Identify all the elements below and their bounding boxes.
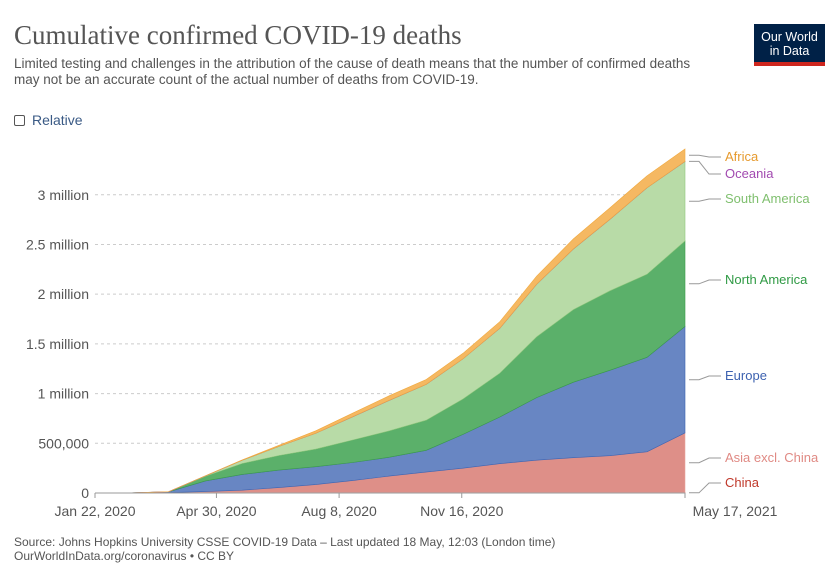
x-tick-label: Aug 8, 2020 [301, 503, 377, 519]
area-africa [94, 148, 686, 494]
legend: China Asia excl. China Europe North America… [689, 149, 819, 494]
legend-connector [689, 375, 721, 381]
legend-label: Europe [725, 368, 767, 383]
legend-label: North America [725, 272, 808, 287]
y-tick-label: 1.5 million [26, 336, 89, 352]
legend-label: Oceania [725, 166, 774, 181]
relative-label: Relative [32, 112, 83, 128]
y-tick-label: 2.5 million [26, 236, 89, 252]
footer: Source: Johns Hopkins University CSSE CO… [14, 535, 555, 563]
legend-label: South America [725, 191, 810, 206]
logo-line-1: Our World [761, 30, 818, 44]
x-tick-label: Nov 16, 2020 [420, 503, 503, 519]
source-url[interactable]: OurWorldInData.org/coronavirus • CC BY [14, 549, 235, 563]
y-tick-label: 500,000 [38, 435, 89, 451]
owid-logo[interactable]: Our World in Data [754, 24, 825, 66]
area-series [94, 148, 686, 494]
x-tick-label: Apr 30, 2020 [176, 503, 256, 519]
y-tick-label: 2 million [38, 286, 89, 302]
x-tick-label: May 17, 2021 [693, 503, 778, 519]
logo-line-2: in Data [769, 44, 810, 58]
legend-label: China [725, 475, 760, 490]
legend-connector [689, 154, 721, 158]
relative-checkbox[interactable] [14, 114, 25, 126]
logo-accent-bar [754, 62, 825, 66]
legend-label: Africa [725, 149, 759, 164]
legend-connector [689, 198, 721, 202]
x-axis-ticks: Jan 22, 2020 Apr 30, 2020 Aug 8, 2020 Nov 1… [55, 493, 778, 519]
y-axis-ticks: 0 500,000 1 million 1.5 million 2 million 2.5… [26, 187, 89, 501]
relative-toggle[interactable]: Relative [14, 112, 83, 128]
source-note: Source: Johns Hopkins University CSSE CO… [14, 535, 556, 549]
x-tick-label: Jan 22, 2020 [55, 503, 136, 519]
y-tick-label: 1 million [38, 386, 89, 402]
chart-title: Cumulative confirmed COVID-19 deaths [14, 20, 462, 50]
legend-connector [689, 160, 721, 175]
legend-connector [689, 482, 721, 494]
legend-connector [689, 457, 721, 464]
legend-label: Asia excl. China [725, 450, 819, 465]
chart-subtitle: Limited testing and challenges in the at… [14, 56, 691, 87]
y-tick-label: 0 [81, 485, 89, 501]
legend-connector [689, 279, 721, 285]
y-tick-label: 3 million [38, 187, 89, 203]
